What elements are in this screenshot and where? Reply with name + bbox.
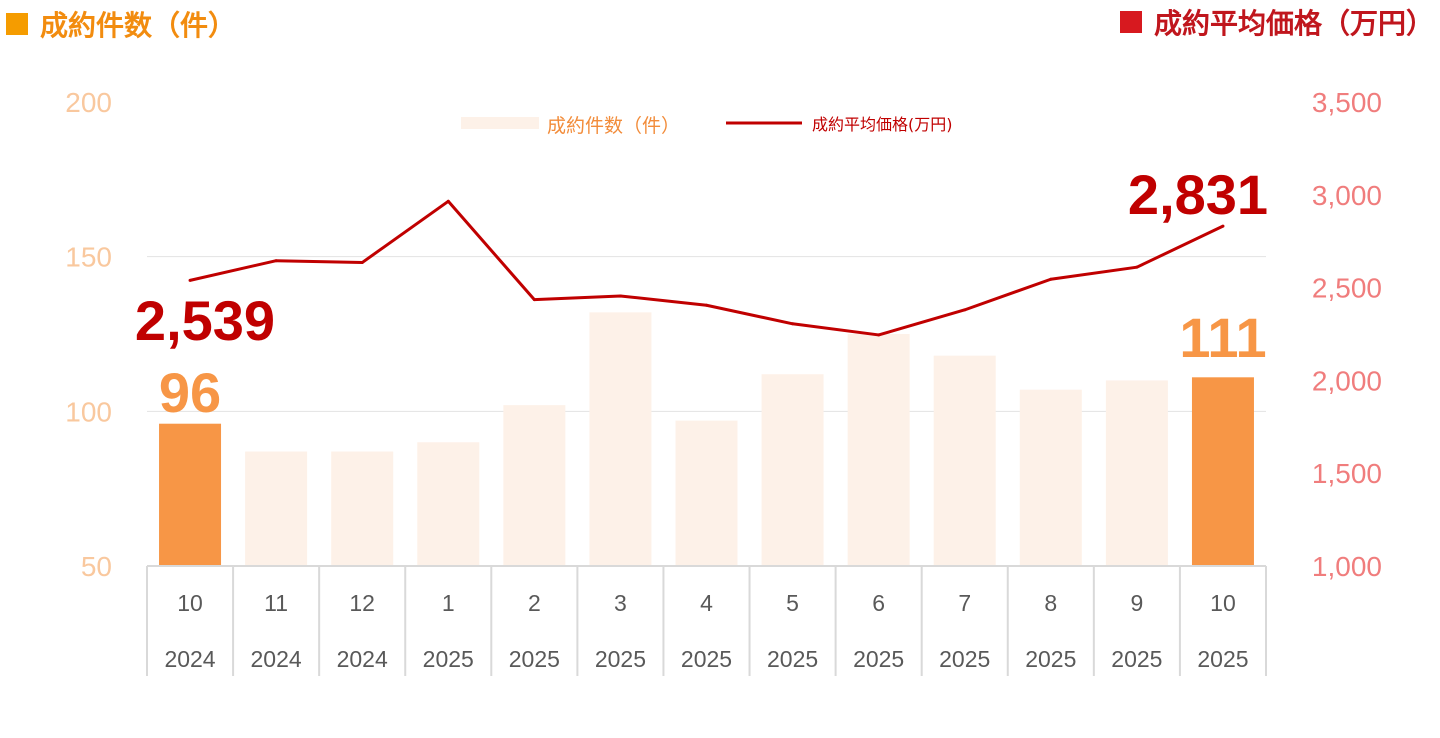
bar [933,355,996,566]
legend-bar-swatch [461,117,539,129]
year-tick-label: 2025 [1025,646,1076,672]
right-tick-label: 3,000 [1312,180,1382,211]
year-tick-label: 2024 [337,646,388,672]
price-point [1049,277,1053,281]
bar [675,420,738,566]
legend-line-label: 成約平均価格(万円) [812,115,953,134]
price-point [360,261,364,265]
price-point [274,259,278,263]
month-tick-label: 8 [1044,590,1057,616]
left-tick-label: 150 [65,242,112,273]
right-tick-label: 2,500 [1312,273,1382,304]
year-tick-label: 2025 [767,646,818,672]
bar [1105,380,1168,566]
bar [503,405,566,566]
year-tick-label: 2025 [1197,646,1248,672]
line-last-value-label: 2,831 [1128,163,1268,226]
year-tick-label: 2025 [595,646,646,672]
legend-bar-label: 成約件数（件） [547,115,680,137]
bar [1019,389,1082,566]
bar-first-value-label: 96 [159,361,221,424]
orange-square-icon [6,13,28,35]
bar [331,451,394,566]
month-tick-label: 2 [528,590,541,616]
month-tick-label: 12 [349,590,375,616]
month-tick-label: 9 [1130,590,1143,616]
year-tick-label: 2025 [939,646,990,672]
price-point [791,322,795,326]
price-point [532,298,536,302]
price-line [189,199,1224,337]
price-point [705,303,708,307]
bar [589,312,652,566]
price-point [618,294,622,298]
left-axis-title: 成約件数（件） [6,4,236,44]
bar [761,374,824,566]
right-tick-label: 3,500 [1312,87,1382,118]
price-point [877,333,881,337]
year-tick-label: 2025 [423,646,474,672]
price-point [188,278,192,282]
month-tick-label: 11 [264,590,288,616]
price-point [963,308,967,312]
month-tick-label: 1 [442,590,455,616]
bar [1191,377,1254,566]
line-first-value-label: 2,539 [135,289,275,352]
month-tick-label: 3 [614,590,627,616]
red-square-icon [1119,11,1142,33]
year-tick-label: 2024 [164,646,215,672]
month-tick-label: 10 [1210,590,1236,616]
year-tick-label: 2024 [251,646,302,672]
left-tick-label: 100 [65,396,112,427]
right-tick-label: 2,000 [1312,365,1382,396]
month-tick-label: 5 [786,590,799,616]
year-tick-label: 2025 [853,646,904,672]
price-point [446,199,450,203]
month-tick-label: 4 [700,590,713,616]
right-tick-label: 1,000 [1312,551,1382,582]
price-point [1221,224,1225,228]
month-tick-label: 7 [958,590,971,616]
left-tick-label: 200 [65,87,112,118]
right-axis-title: 成約平均価格（万円） [1119,2,1434,42]
right-tick-label: 1,500 [1312,458,1382,489]
month-tick-label: 6 [872,590,885,616]
month-tick-label: 10 [177,590,203,616]
left-tick-label: 50 [81,551,112,582]
price-point [1135,265,1139,269]
bar [417,442,480,566]
year-tick-label: 2025 [1111,646,1162,672]
year-tick-label: 2025 [681,646,732,672]
bar [159,423,222,566]
bar-last-value-label: 111 [1179,306,1266,369]
left-axis-title-text: 成約件数（件） [40,9,237,42]
bar [245,451,308,566]
year-tick-label: 2025 [509,646,560,672]
bar [847,334,910,566]
right-axis-title-text: 成約平均価格（万円） [1153,7,1434,40]
